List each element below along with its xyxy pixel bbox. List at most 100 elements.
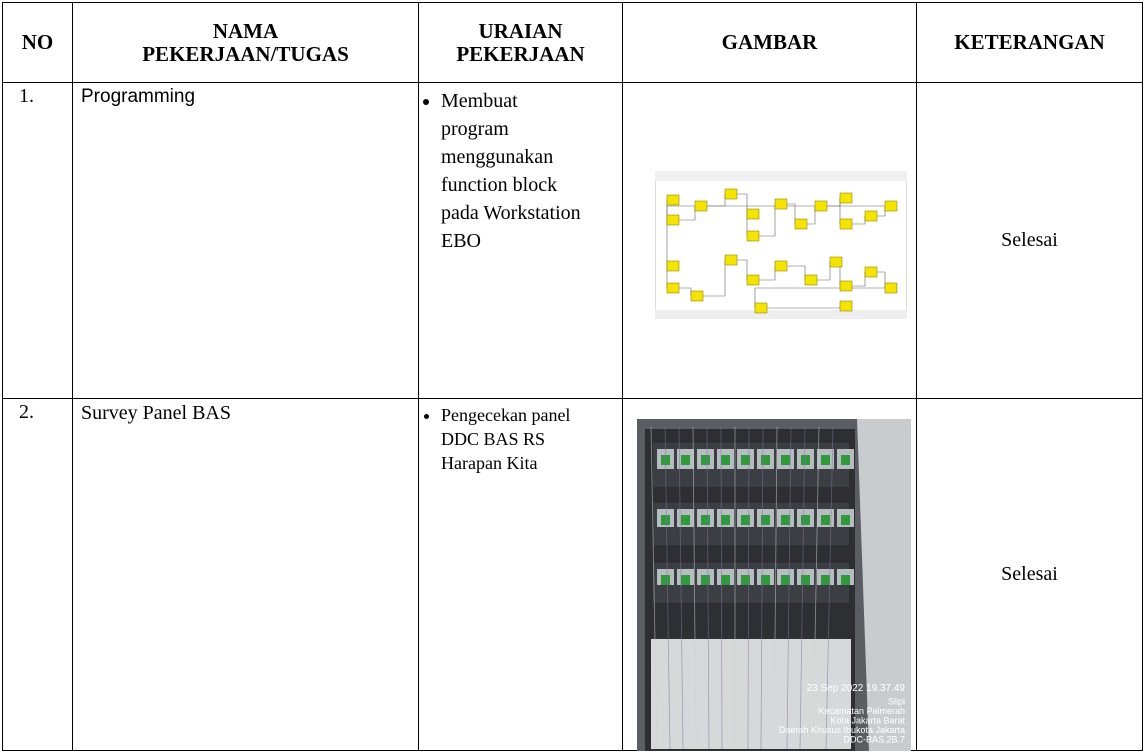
module-led [801, 455, 810, 465]
photo-stamp: Kecamatan Palmerah [818, 706, 905, 716]
function-block [839, 192, 853, 204]
function-block [774, 198, 788, 210]
task-cell: Programming [72, 82, 419, 399]
description-cell: Membuat program menggunakan function blo… [418, 82, 623, 399]
module-led [801, 575, 810, 585]
module-led [701, 455, 710, 465]
wire [759, 204, 776, 237]
no-cell: 1. [2, 82, 73, 399]
module-led [761, 575, 770, 585]
function-block [666, 194, 680, 206]
function-block [814, 200, 828, 212]
wire [692, 426, 697, 750]
module-led [741, 455, 750, 465]
wire [703, 260, 726, 297]
module-led [781, 575, 790, 585]
header-cell: KETERANGAN [916, 2, 1143, 83]
function-block [666, 214, 680, 226]
function-block [666, 282, 680, 294]
row: 1. Programming Membuat program menggunak… [2, 82, 1143, 399]
wire [787, 203, 796, 224]
module-led [741, 515, 750, 525]
module-led [681, 575, 690, 585]
module-led [841, 455, 850, 465]
wire [812, 426, 820, 750]
wire [786, 426, 792, 750]
status-cell: Selesai [916, 398, 1143, 751]
module-led [681, 455, 690, 465]
description-list: Membuat program menggunakan function blo… [419, 87, 581, 255]
screenshot-image [655, 171, 907, 319]
module-led [821, 515, 830, 525]
function-block [774, 260, 788, 272]
window-bar [655, 171, 907, 181]
wire [737, 259, 748, 280]
module-led [781, 455, 790, 465]
wire [678, 426, 684, 750]
photo-stamp: Kota Jakarta Barat [830, 716, 905, 726]
header-cell: GAMBAR [622, 2, 917, 83]
module-led [761, 515, 770, 525]
module-led [721, 455, 730, 465]
function-block [746, 274, 760, 286]
function-block [794, 218, 808, 230]
function-block [746, 208, 760, 220]
header-row: NO NAMA PEKERJAAN/TUGAS URAIAN PEKERJAAN G… [2, 2, 1143, 83]
function-block [754, 302, 768, 314]
function-block [694, 200, 708, 212]
module-led [801, 515, 810, 525]
status-bar [655, 310, 907, 319]
wire [817, 262, 831, 281]
function-block [864, 210, 878, 222]
no-cell: 2. [2, 398, 73, 751]
header-text: GAMBAR [721, 30, 818, 54]
function-block [724, 254, 738, 266]
function-block [829, 256, 843, 268]
photo-stamp: Slipi [888, 697, 905, 707]
function-block [839, 300, 853, 312]
header-cell: URAIAN PEKERJAAN [418, 2, 623, 83]
module-led [841, 515, 850, 525]
header-text: KETERANGAN [954, 30, 1105, 54]
module-led [781, 515, 790, 525]
module-led [701, 515, 710, 525]
cabinet-backplate [651, 639, 851, 749]
header-text: NAMA [212, 18, 279, 43]
module-led [841, 575, 850, 585]
function-block [864, 266, 878, 278]
wire [747, 426, 750, 750]
description-item: Membuat program menggunakan function blo… [441, 87, 581, 255]
description-cell: Pengecekan panel DDC BAS RS Harapan Kita [418, 398, 623, 751]
function-block [746, 230, 760, 242]
description-item: Pengecekan panel DDC BAS RS Harapan Kita [441, 403, 591, 475]
cabinet-door [857, 419, 911, 751]
function-block [724, 188, 738, 200]
module-led [701, 575, 710, 585]
function-block [666, 260, 680, 272]
header-text: URAIAN [478, 18, 563, 43]
image-cell: 23 Sep 2022 19.37.49 Slipi Kecamatan Palme… [622, 398, 917, 751]
module-led [681, 515, 690, 525]
wire [773, 426, 778, 750]
wire [664, 426, 671, 750]
photo-stamp: Daerah Khusus Ibukota Jakarta [779, 725, 905, 735]
wire [737, 193, 748, 214]
wire [720, 426, 723, 750]
module-led [821, 575, 830, 585]
module-led [721, 575, 730, 585]
image-cell [622, 82, 917, 399]
function-block [884, 200, 898, 212]
function-block [690, 290, 704, 302]
function-block [884, 282, 898, 294]
wire [650, 426, 658, 750]
function-block [804, 274, 818, 286]
row: 2. Survey Panel BAS Pengecekan panel DDC… [2, 398, 1143, 751]
photo-stamp: 23 Sep 2022 19.37.49 [807, 683, 906, 694]
module-led [821, 455, 830, 465]
header-cell: NO [2, 2, 73, 83]
wire [825, 426, 834, 750]
